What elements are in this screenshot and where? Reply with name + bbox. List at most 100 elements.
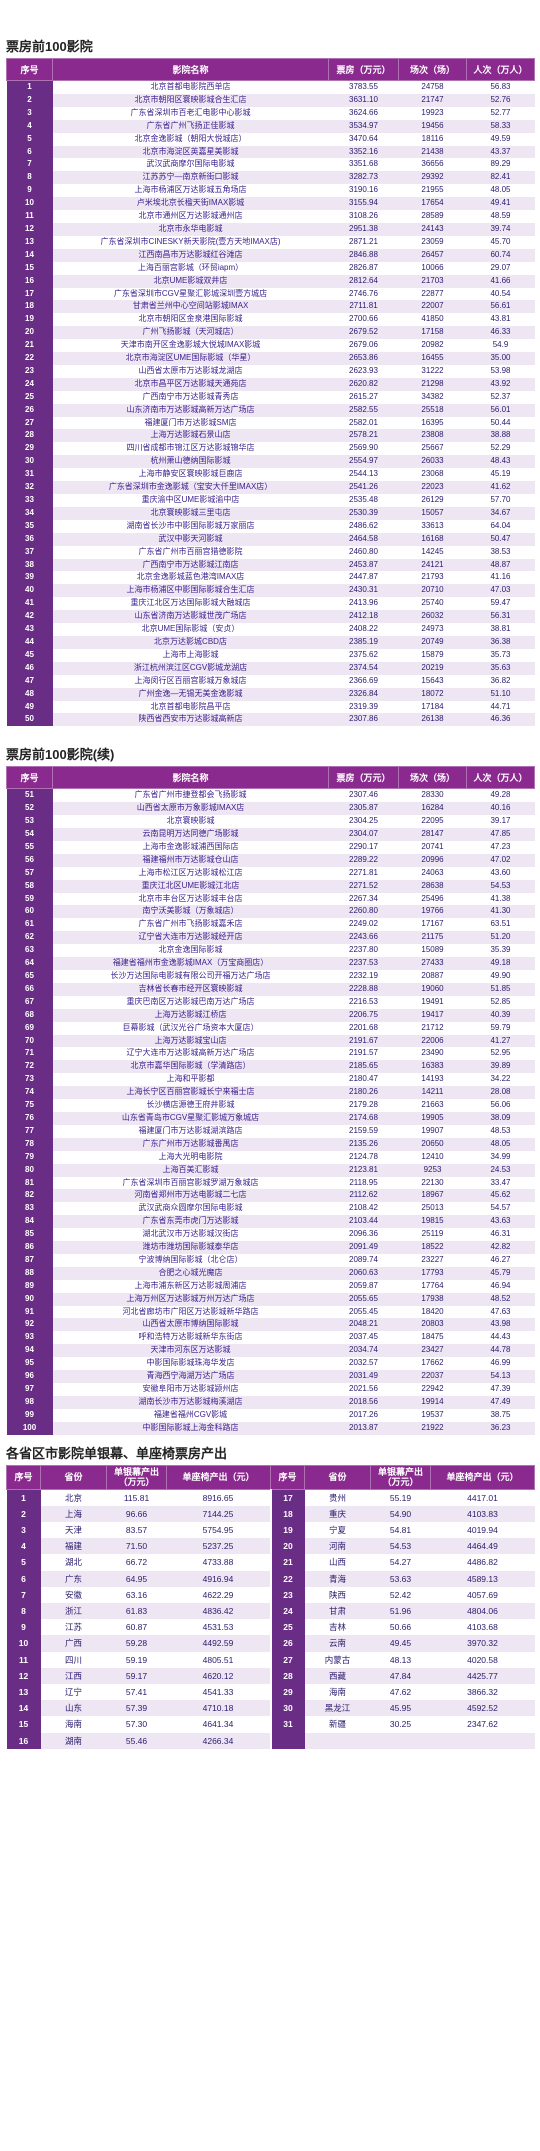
shows-cell: 19060 (398, 982, 467, 996)
cinema-name-cell: 山西省太原市万达影城龙湖店 (52, 364, 329, 378)
shows-cell: 36656 (398, 158, 467, 172)
rank-cell: 9 (6, 184, 53, 198)
screen-output-cell: 54.27 (370, 1554, 431, 1571)
rank-cell: 14 (6, 248, 53, 262)
table-row: 5 北京金逸影城（朝阳大悦城店） 3470.64 18116 49.59 (6, 132, 535, 146)
seat-output-cell: 4622.29 (166, 1586, 271, 1604)
table-row: 66 吉林省长春市经开区寰映影城 2228.88 19060 51.85 (6, 982, 535, 996)
rank-cell: 24 (6, 377, 53, 391)
seat-output-cell: 4057.69 (430, 1586, 535, 1604)
table-row: 100 中影国际影城上海金科路店 2013.87 21922 36.23 (6, 1421, 535, 1435)
cinema-name-cell: 广州金逸—无锡无美金逸影城 (52, 687, 329, 701)
rank-cell: 44 (6, 635, 53, 649)
cinema-name-cell: 福建厦门市万达影城SM店 (52, 416, 329, 430)
seat-output-cell: 4733.88 (166, 1554, 271, 1571)
rank-cell: 82 (6, 1189, 53, 1203)
box-office-cell: 2460.80 (328, 545, 399, 559)
admissions-cell: 46.33 (466, 326, 535, 340)
admissions-cell: 56.06 (466, 1099, 535, 1112)
table-row: 8 江苏苏宁—南京新街口影城 3282.73 29392 82.41 (6, 171, 535, 185)
table-row: 68 上海万达影城江桥店 2206.75 19417 40.39 (6, 1008, 535, 1022)
admissions-cell: 48.52 (466, 1292, 535, 1306)
rank-cell: 66 (6, 982, 53, 996)
rank-cell: 7 (6, 1586, 41, 1604)
header-admissions: 人次（万人） (466, 766, 535, 790)
box-office-cell: 2021.56 (328, 1383, 399, 1396)
seat-output-cell: 4804.06 (430, 1603, 535, 1620)
box-office-cell: 2679.52 (328, 326, 399, 340)
table-row: 92 山西省太原市博纳国际影城 2048.21 20803 43.98 (6, 1318, 535, 1332)
box-office-cell: 2179.28 (328, 1099, 399, 1112)
screen-output-cell: 115.81 (106, 1489, 167, 1506)
box-office-cell: 3534.97 (328, 119, 399, 133)
box-office-cell: 2826.87 (328, 261, 399, 275)
rank-cell: 55 (6, 840, 53, 854)
table-row: 14 山东 57.39 4710.18 30 黑龙江 45.95 4592.52 (6, 1700, 535, 1717)
box-office-cell: 2486.62 (328, 519, 399, 533)
rank-cell: 25 (6, 390, 53, 404)
table-row: 77 福建厦门市万达影城湖滨路店 2159.59 19907 48.53 (6, 1124, 535, 1138)
table-row: 42 山东省济南万达影城世茂广场店 2412.18 26032 56.31 (6, 610, 535, 624)
province-cell: 上海 (40, 1505, 107, 1523)
shows-cell: 24063 (398, 866, 467, 880)
table-row: 34 北京寰映影城三里屯店 2530.39 15057 34.67 (6, 506, 535, 520)
cinema-name-cell: 陕西省西安市万达影城高新店 (52, 713, 329, 727)
rank-cell: 71 (6, 1047, 53, 1061)
box-office-cell: 2060.63 (328, 1266, 399, 1280)
table-row: 87 宁波博纳国际影城（北仑店） 2089.74 23227 46.27 (6, 1253, 535, 1267)
table-row: 89 上海市浦东新区万达影城周浦店 2059.87 17764 46.94 (6, 1279, 535, 1293)
admissions-cell: 36.38 (466, 635, 535, 649)
table-row: 61 广东省广州市飞扬影城嘉禾店 2249.02 17167 63.51 (6, 918, 535, 932)
shows-cell: 28147 (398, 828, 467, 841)
shows-cell: 25740 (398, 597, 467, 611)
table-row: 70 上海万达影城宝山店 2191.67 22006 41.27 (6, 1034, 535, 1048)
rank-cell: 18 (6, 300, 53, 314)
cinema-name-cell: 北京市昌平区万达影城天通苑店 (52, 377, 329, 391)
box-office-cell: 2089.74 (328, 1253, 399, 1267)
table-row: 15 上海百丽宫影城（环贸iapm） 2826.87 10066 29.07 (6, 261, 535, 275)
shows-cell: 21438 (398, 145, 467, 159)
cinema-name-cell: 上海闵行区百丽宫影城万象城店 (52, 674, 329, 688)
screen-output-cell: 59.19 (106, 1651, 167, 1668)
cinema-name-cell: 山西省太原市万象影城IMAX店 (52, 802, 329, 816)
admissions-cell: 46.99 (466, 1357, 535, 1371)
rank-cell: 21 (269, 1554, 305, 1571)
province-cell: 海南 (304, 1684, 371, 1701)
header-shows: 场次（场） (398, 766, 467, 790)
rank-cell: 86 (6, 1241, 53, 1254)
rank-cell: 24 (269, 1603, 305, 1620)
box-office-cell: 2216.53 (328, 995, 399, 1009)
cinema-name-cell: 上海市静安区寰映影城巨鹿店 (52, 468, 329, 482)
cinema-name-cell: 广州飞扬影城（天河城店） (52, 326, 329, 340)
shows-cell: 26032 (398, 610, 467, 624)
table-row: 9 上海市杨浦区万达影城五角场店 3190.16 21955 48.05 (6, 184, 535, 198)
screen-output-cell: 53.63 (370, 1570, 431, 1587)
table-row: 99 福建省福州CGV影城 2017.26 19537 38.75 (6, 1408, 535, 1422)
rank-cell: 39 (6, 571, 53, 585)
rank-cell: 6 (6, 145, 53, 159)
cinema-name-cell: 北京UME国际影城（安贞） (52, 623, 329, 636)
box-office-cell: 2569.90 (328, 442, 399, 456)
table-row: 84 广东省东莞市虎门万达影城 2103.44 19815 43.63 (6, 1215, 535, 1229)
rank-cell: 10 (6, 1635, 41, 1652)
seat-output-cell: 4103.68 (430, 1619, 535, 1636)
province-cell: 河南 (304, 1538, 371, 1555)
cinema-name-cell: 福建省福州市金逸影城IMAX（万宝商圈店） (52, 957, 329, 970)
screen-output-cell: 47.62 (370, 1684, 431, 1701)
rank-cell: 67 (6, 995, 53, 1009)
table-row: 9 江苏 60.87 4531.53 25 吉林 50.66 4103.68 (6, 1619, 535, 1636)
admissions-cell: 54.53 (466, 879, 535, 893)
box-office-cell: 2032.57 (328, 1357, 399, 1371)
shows-cell: 20710 (398, 584, 467, 598)
table-row: 40 上海市杨浦区中影国际影城合生汇店 2430.31 20710 47.03 (6, 584, 535, 598)
admissions-cell: 36.82 (466, 674, 535, 688)
shows-cell: 19914 (398, 1395, 467, 1409)
table-row: 91 河北省廊坊市广阳区万达影城新华路店 2055.45 18420 47.63 (6, 1305, 535, 1319)
table-row: 52 山西省太原市万象影城IMAX店 2305.87 16284 40.16 (6, 802, 535, 816)
rank-cell: 7 (6, 158, 53, 172)
admissions-cell: 44.78 (466, 1344, 535, 1358)
shows-cell: 22037 (398, 1370, 467, 1383)
shows-cell: 22023 (398, 481, 467, 494)
cinema-name-cell: 中影国际影城上海金科路店 (52, 1421, 329, 1435)
box-office-cell: 2135.26 (328, 1137, 399, 1151)
